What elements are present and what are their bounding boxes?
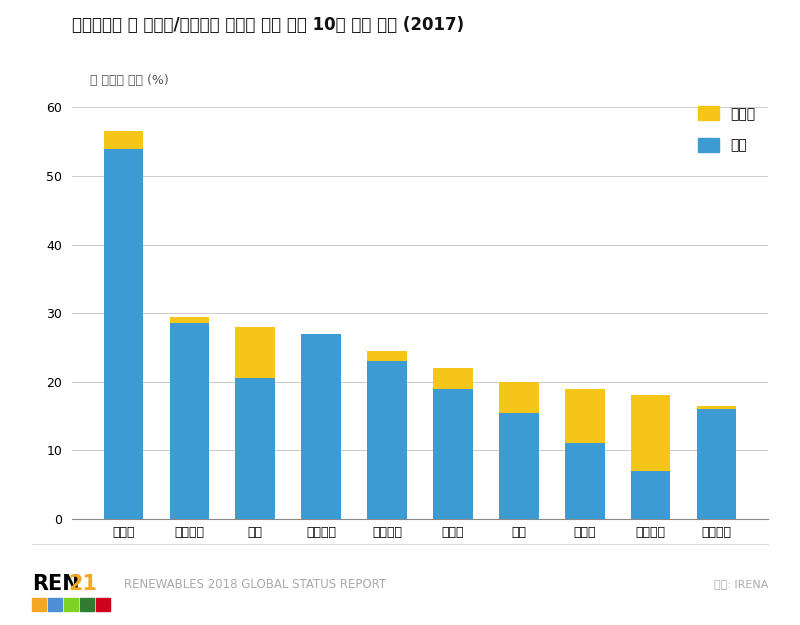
Bar	[367, 351, 407, 361]
Bar	[104, 149, 143, 519]
Bar	[235, 378, 275, 519]
Text: 총 발전량 비중 (%): 총 발전량 비중 (%)	[90, 74, 170, 87]
Bar	[433, 389, 473, 519]
Bar	[697, 406, 736, 409]
Bar	[499, 382, 538, 412]
Text: 국가발전량 중 태양광/풍력발전 비중이 가장 높은 10개 국가 순위 (2017): 국가발전량 중 태양광/풍력발전 비중이 가장 높은 10개 국가 순위 (20…	[72, 16, 464, 34]
Bar	[697, 409, 736, 519]
Bar	[235, 327, 275, 378]
Text: RENEWABLES 2018 GLOBAL STATUS REPORT: RENEWABLES 2018 GLOBAL STATUS REPORT	[124, 578, 386, 591]
Text: 21: 21	[68, 574, 97, 594]
Text: REN: REN	[32, 574, 80, 594]
Bar	[499, 412, 538, 519]
Bar	[302, 334, 341, 519]
Legend: 태양광, 풍력: 태양광, 풍력	[693, 101, 761, 158]
Bar	[104, 131, 143, 149]
Bar	[565, 389, 605, 443]
Bar	[367, 361, 407, 519]
Bar	[170, 323, 209, 519]
Bar	[433, 368, 473, 389]
Bar	[565, 443, 605, 519]
Bar	[631, 396, 670, 471]
Text: 출처: IRENA: 출처: IRENA	[714, 579, 768, 589]
Bar	[631, 471, 670, 519]
Bar	[170, 316, 209, 323]
